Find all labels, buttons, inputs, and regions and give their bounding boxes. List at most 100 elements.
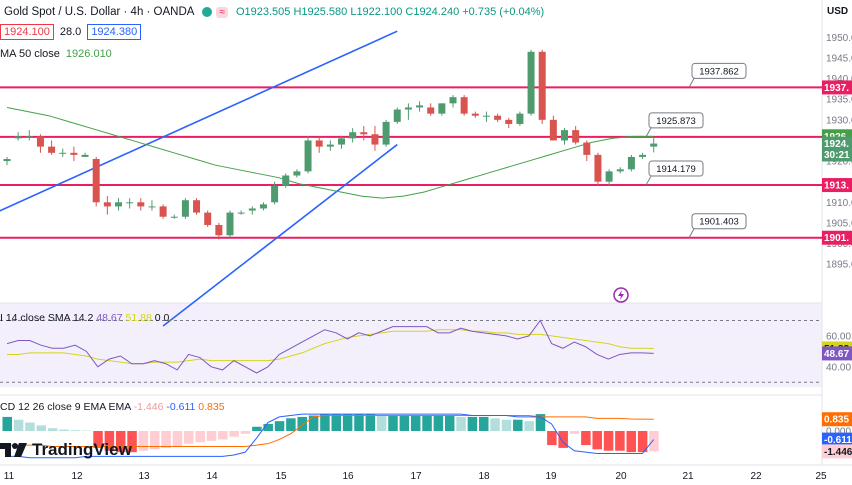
- macd-hist-bar: [376, 415, 387, 431]
- time-label: 12: [71, 471, 83, 482]
- macd-hist-bar: [422, 415, 432, 431]
- bid-button[interactable]: 1924.100: [0, 24, 54, 40]
- wave-icon[interactable]: ≈: [216, 6, 228, 18]
- macd-hist-bar: [184, 431, 194, 444]
- macd-label: CD 12 26 close 9 EMA EMA: [0, 401, 131, 413]
- rsi-value: 48.67: [96, 312, 123, 324]
- candle-body: [237, 212, 245, 214]
- candle-body: [438, 103, 446, 114]
- candle-body: [393, 109, 401, 122]
- candle-body: [549, 119, 557, 141]
- macd-hist-bar: [36, 425, 47, 431]
- candle-body: [126, 202, 134, 204]
- ma50-line: [6, 106, 654, 199]
- candle-body: [215, 224, 223, 236]
- candle-body: [449, 97, 457, 104]
- price-callout-label: 1914.179: [656, 164, 696, 175]
- candle-body: [561, 130, 568, 141]
- macd-hist-bar: [206, 431, 217, 441]
- candle-body: [304, 140, 312, 172]
- price-tick-label: 1895.0: [826, 260, 852, 271]
- macd-hist-bar: [297, 416, 307, 431]
- candle-body: [282, 175, 290, 186]
- macd-hist-bar: [479, 416, 489, 431]
- price-callout-label: 1925.873: [656, 116, 696, 127]
- symbol-title[interactable]: Gold Spot / U.S. Dollar · 4h · OANDA: [4, 6, 195, 18]
- candle-body: [181, 200, 189, 217]
- price-tick-label: 1910.0: [826, 198, 852, 209]
- candle-body: [315, 140, 323, 147]
- candle-body: [494, 115, 502, 120]
- candle-body: [460, 97, 468, 114]
- macd-axis-badge-label: 0.835: [824, 415, 849, 426]
- ma-legend: MA 50 close 1926.010: [0, 48, 112, 60]
- macd-hist-bar: [456, 416, 466, 431]
- time-label: 11: [4, 471, 15, 482]
- macd-hist-bar: [240, 431, 251, 434]
- channel-upper-line: [0, 30, 398, 212]
- candle-body: [103, 202, 111, 207]
- price-callout-box: [691, 213, 747, 230]
- quote-row: 1924.100 28.0 1924.380: [0, 24, 142, 40]
- macd-hist-bar: [2, 416, 12, 431]
- lightning-icon-bolt: [618, 290, 624, 300]
- macd-hist-bar: [410, 415, 421, 431]
- candle-body: [650, 143, 658, 147]
- channel-lower-line: [162, 143, 398, 327]
- candle-body: [572, 130, 580, 143]
- macd-hist-bar: [558, 431, 568, 448]
- macd-hist-value: -1.446: [133, 401, 164, 413]
- price-axis-badge: [822, 147, 852, 162]
- macd-hist-bar: [93, 431, 103, 448]
- level-axis-badge: [822, 80, 852, 95]
- time-label: 16: [342, 471, 354, 482]
- macd-hist-bar: [47, 428, 58, 431]
- price-tick-label: 1935.0: [826, 95, 852, 106]
- price-tick-label: 1920.0: [826, 157, 852, 168]
- macd-hist-bar: [342, 414, 353, 431]
- ask-button[interactable]: 1924.380: [87, 24, 142, 40]
- candle-body: [594, 154, 602, 182]
- candle-body: [159, 206, 167, 217]
- macd-hist-bar: [115, 431, 126, 453]
- time-label: 14: [206, 471, 218, 482]
- candle-body: [271, 185, 279, 203]
- rsi-label: I 14 close SMA 14 2: [0, 312, 94, 324]
- macd-hist-bar: [161, 431, 171, 448]
- macd-hist-bar: [637, 431, 648, 453]
- ohlc-values: O1923.505 H1925.580 L1922.100 C1924.240 …: [235, 6, 545, 18]
- macd-hist-bar: [320, 414, 330, 431]
- candle-body: [226, 212, 234, 236]
- ma-value: 1926.010: [65, 48, 112, 60]
- price-axis-badge: [822, 136, 852, 151]
- candle-body: [427, 107, 435, 114]
- candle-body: [293, 171, 301, 176]
- candle-body: [115, 202, 122, 207]
- rsi-badge-label: 48.67: [824, 349, 849, 360]
- price-callout-label: 1901.403: [699, 217, 739, 228]
- candle-body: [583, 142, 591, 155]
- macd-hist-bar: [513, 419, 523, 431]
- macd-hist-bar: [388, 415, 398, 431]
- lightning-icon: [613, 287, 629, 303]
- macd-hist-bar: [535, 414, 546, 431]
- time-label: 25: [815, 471, 827, 482]
- macd-hist-bar: [104, 431, 115, 451]
- macd-hist-bar: [615, 431, 625, 451]
- macd-hist-bar: [59, 429, 69, 431]
- macd-hist-bar: [547, 431, 557, 446]
- spread-value: 28.0: [59, 26, 82, 38]
- time-label: 17: [410, 471, 422, 482]
- rsi-sma-line: [7, 329, 654, 365]
- candle-body: [382, 121, 390, 145]
- macd-hist-bar: [127, 431, 137, 453]
- rsi-badge: [822, 346, 852, 361]
- macd-legend: CD 12 26 close 9 EMA EMA -1.446 -0.611 0…: [0, 401, 225, 413]
- macd-axis-badge: [822, 432, 852, 447]
- macd-hist-bar: [626, 431, 637, 453]
- macd-line-value: -0.611: [166, 401, 196, 413]
- candle-body: [248, 208, 256, 211]
- macd-hist-bar: [444, 415, 455, 431]
- macd-hist-bar: [229, 431, 239, 437]
